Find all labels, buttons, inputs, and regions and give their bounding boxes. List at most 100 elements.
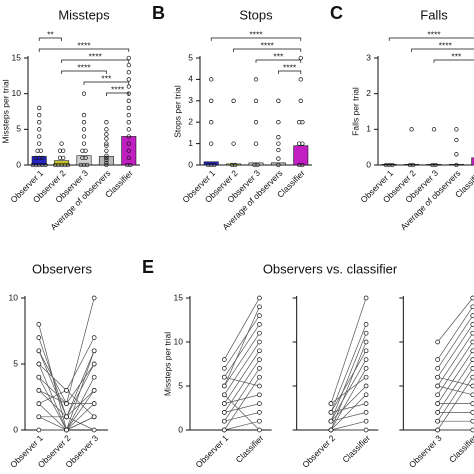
data-point — [38, 148, 43, 153]
data-point — [221, 357, 227, 362]
data-point — [411, 162, 416, 168]
data-point — [435, 418, 440, 424]
y-axis-label: Missteps per trial — [162, 332, 172, 396]
data-point — [363, 348, 369, 354]
data-point — [363, 295, 369, 301]
data-point — [363, 410, 369, 415]
data-point — [470, 418, 474, 424]
data-point — [36, 335, 42, 340]
data-point — [40, 155, 45, 161]
data-point — [221, 374, 227, 380]
y-tick-label: 15 — [12, 52, 22, 62]
data-point — [126, 55, 131, 61]
data-point — [221, 401, 227, 406]
data-point — [257, 410, 262, 415]
y-tick-label: 3 — [366, 52, 371, 62]
data-point — [470, 322, 474, 327]
data-point — [209, 162, 214, 168]
paired-line — [38, 297, 95, 405]
data-point — [255, 162, 260, 168]
data-point — [297, 162, 302, 168]
data-point — [435, 339, 440, 345]
data-point — [470, 339, 474, 345]
chart-title: Observers vs. classifier — [263, 261, 398, 276]
data-point — [64, 401, 69, 406]
data-point — [104, 120, 109, 125]
paired-line — [224, 394, 260, 404]
data-point — [435, 401, 440, 406]
paired-line — [224, 341, 260, 395]
data-point — [78, 162, 83, 168]
data-point — [212, 162, 217, 168]
data-point — [36, 388, 42, 393]
data-point — [59, 162, 64, 168]
data-point — [387, 162, 392, 168]
paired-line — [224, 394, 260, 431]
y-tick-label: 1 — [366, 124, 371, 134]
data-point — [363, 418, 369, 424]
data-point — [36, 414, 42, 420]
paired-line — [437, 376, 473, 387]
data-point — [433, 162, 438, 168]
data-point — [126, 148, 131, 153]
data-point — [126, 98, 131, 103]
paired-line — [224, 403, 260, 413]
paired-line — [224, 315, 260, 369]
paired-line — [224, 324, 260, 378]
data-point — [91, 388, 97, 393]
significance-label: **** — [283, 62, 297, 72]
data-point — [257, 418, 262, 424]
data-point — [81, 134, 87, 139]
data-point — [37, 155, 42, 161]
data-point — [257, 427, 262, 433]
data-point — [221, 383, 227, 389]
significance-label: **** — [89, 51, 103, 61]
data-point — [104, 143, 109, 148]
y-tick-label: 5 — [178, 380, 183, 390]
data-point — [276, 141, 281, 146]
x-tick-label: Observer 3 — [407, 433, 444, 470]
data-point — [328, 427, 334, 433]
data-point — [383, 162, 389, 168]
data-point — [454, 137, 459, 143]
data-point — [104, 148, 109, 153]
data-point — [229, 162, 235, 168]
data-point — [91, 361, 97, 367]
data-point — [37, 127, 42, 132]
data-point — [454, 162, 459, 168]
data-point — [390, 162, 395, 168]
data-point — [62, 162, 67, 168]
data-point — [126, 120, 131, 125]
paired-line — [437, 350, 474, 404]
data-point — [231, 98, 236, 103]
y-tick-label: 10 — [174, 336, 184, 346]
data-point — [126, 127, 131, 132]
data-point — [221, 410, 227, 415]
data-point — [363, 339, 369, 345]
data-point — [363, 366, 369, 371]
y-tick-label: 10 — [9, 292, 19, 302]
data-point — [80, 148, 85, 153]
data-point — [407, 162, 413, 168]
data-point — [37, 112, 42, 118]
data-point — [126, 70, 131, 75]
data-point — [80, 155, 85, 161]
data-point — [81, 120, 87, 125]
data-point — [37, 162, 42, 168]
data-point — [328, 410, 334, 415]
paired-line — [330, 297, 367, 404]
paired-line — [330, 394, 367, 431]
panel-letter: B — [152, 3, 165, 23]
data-point — [91, 427, 97, 433]
paired-line — [437, 385, 473, 396]
data-point — [37, 105, 42, 111]
data-point — [276, 135, 281, 140]
chart-title: Missteps — [58, 7, 110, 22]
paired-line — [330, 350, 367, 413]
paired-line — [224, 359, 260, 413]
x-tick-label: Observer 2 — [300, 433, 337, 470]
bar — [31, 156, 47, 166]
data-point — [257, 366, 262, 371]
chart-title: Stops — [239, 7, 273, 22]
data-point — [363, 374, 369, 380]
